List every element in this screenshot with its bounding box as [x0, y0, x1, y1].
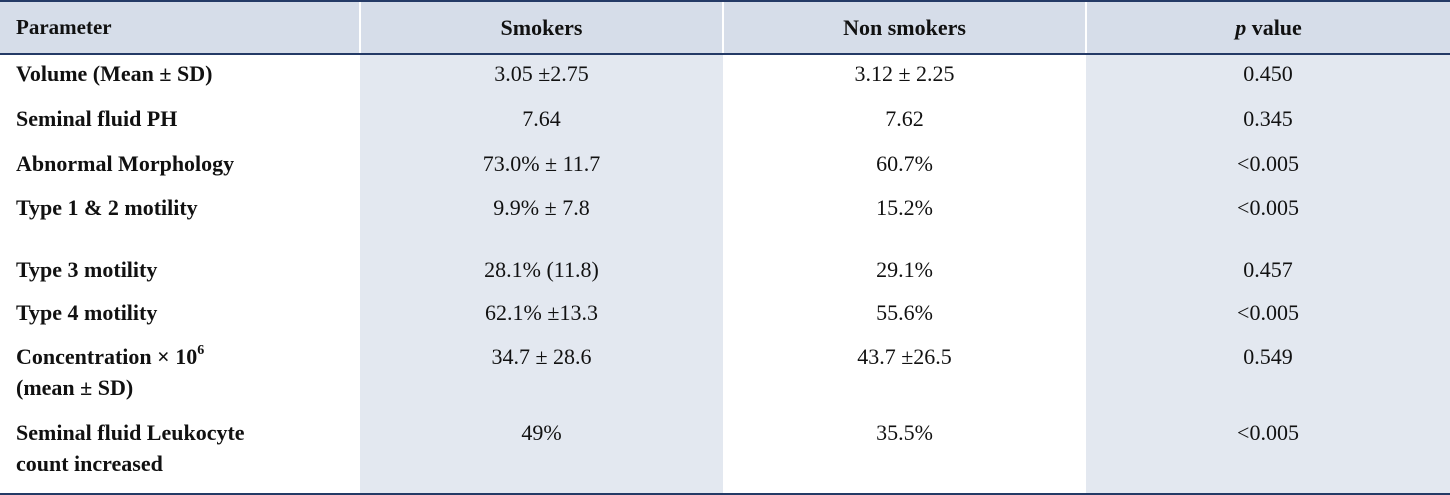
cell-smokers: 34.7 ± 28.6	[360, 338, 723, 414]
cell-parameter: Type 4 motility	[16, 300, 158, 325]
cell-p-value: 0.345	[1086, 100, 1450, 145]
cell-parameter-line2: count increased	[16, 451, 163, 476]
cell-smokers: 3.05 ±2.75	[360, 54, 723, 100]
cell-p-value: 0.549	[1086, 338, 1450, 414]
cell-smokers: 9.9% ± 7.8	[360, 189, 723, 244]
cell-parameter: Type 1 & 2 motility	[16, 195, 198, 220]
cell-parameter-superscript: 6	[197, 342, 205, 358]
table-row: Abnormal Morphology 73.0% ± 11.7 60.7% <…	[0, 145, 1450, 189]
cell-smokers: 28.1% (11.8)	[360, 244, 723, 294]
table-row: Seminal fluid Leukocyte count increased 4…	[0, 414, 1450, 495]
cell-smokers: 62.1% ±13.3	[360, 294, 723, 338]
cell-non-smokers: 35.5%	[723, 414, 1086, 495]
cell-smokers: 49%	[360, 414, 723, 495]
cell-parameter-line1: Seminal fluid Leukocyte	[16, 420, 245, 445]
cell-parameter: Concentration × 106 (mean ± SD)	[0, 338, 360, 414]
header-p-value: p value	[1085, 0, 1450, 55]
table-row: Type 3 motility 28.1% (11.8) 29.1% 0.457	[0, 244, 1450, 294]
cell-non-smokers: 3.12 ± 2.25	[854, 61, 955, 86]
cell-parameter-line1: Concentration × 10	[16, 344, 198, 369]
cell-smokers: 73.0% ± 11.7	[360, 145, 723, 189]
cell-parameter-line2: (mean ± SD)	[16, 375, 134, 400]
table-row: Concentration × 106 (mean ± SD) 34.7 ± 28…	[0, 338, 1450, 414]
cell-parameter: Type 3 motility	[16, 257, 158, 282]
header-p-rest: value	[1246, 14, 1302, 40]
table-row: Volume (Mean ± SD) 3.05 ±2.75 3.12 ± 2.2…	[0, 54, 1450, 100]
header-smokers: Smokers	[359, 0, 723, 55]
cell-parameter: Seminal fluid PH	[16, 106, 178, 131]
cell-p-value: <0.005	[1086, 189, 1450, 244]
table-row: Seminal fluid PH 7.64 7.62 0.345	[0, 100, 1450, 145]
cell-p-value: 0.457	[1086, 244, 1450, 294]
cell-smokers: 7.64	[360, 100, 723, 145]
cell-p-value: <0.005	[1086, 414, 1450, 495]
cell-p-value: <0.005	[1086, 294, 1450, 338]
header-row: Parameter Smokers Non smokers p value	[0, 0, 1450, 55]
cell-non-smokers: 15.2%	[876, 195, 933, 220]
header-parameter: Parameter	[0, 0, 360, 55]
cell-parameter: Seminal fluid Leukocyte count increased	[0, 414, 360, 495]
cell-parameter: Volume (Mean ± SD)	[16, 61, 213, 86]
table-row: Type 1 & 2 motility 9.9% ± 7.8 15.2% <0.…	[0, 189, 1450, 244]
cell-p-value: 0.450	[1086, 54, 1450, 100]
cell-non-smokers: 7.62	[885, 106, 924, 131]
header-p-italic: p	[1235, 14, 1247, 40]
header-non-smokers: Non smokers	[722, 0, 1086, 55]
table-row: Type 4 motility 62.1% ±13.3 55.6% <0.005	[0, 294, 1450, 338]
cell-non-smokers: 29.1%	[876, 257, 933, 282]
cell-non-smokers: 60.7%	[876, 151, 933, 176]
cell-non-smokers: 55.6%	[876, 300, 933, 325]
cell-parameter: Abnormal Morphology	[16, 151, 235, 176]
cell-p-value: <0.005	[1086, 145, 1450, 189]
cell-non-smokers: 43.7 ±26.5	[857, 344, 952, 369]
